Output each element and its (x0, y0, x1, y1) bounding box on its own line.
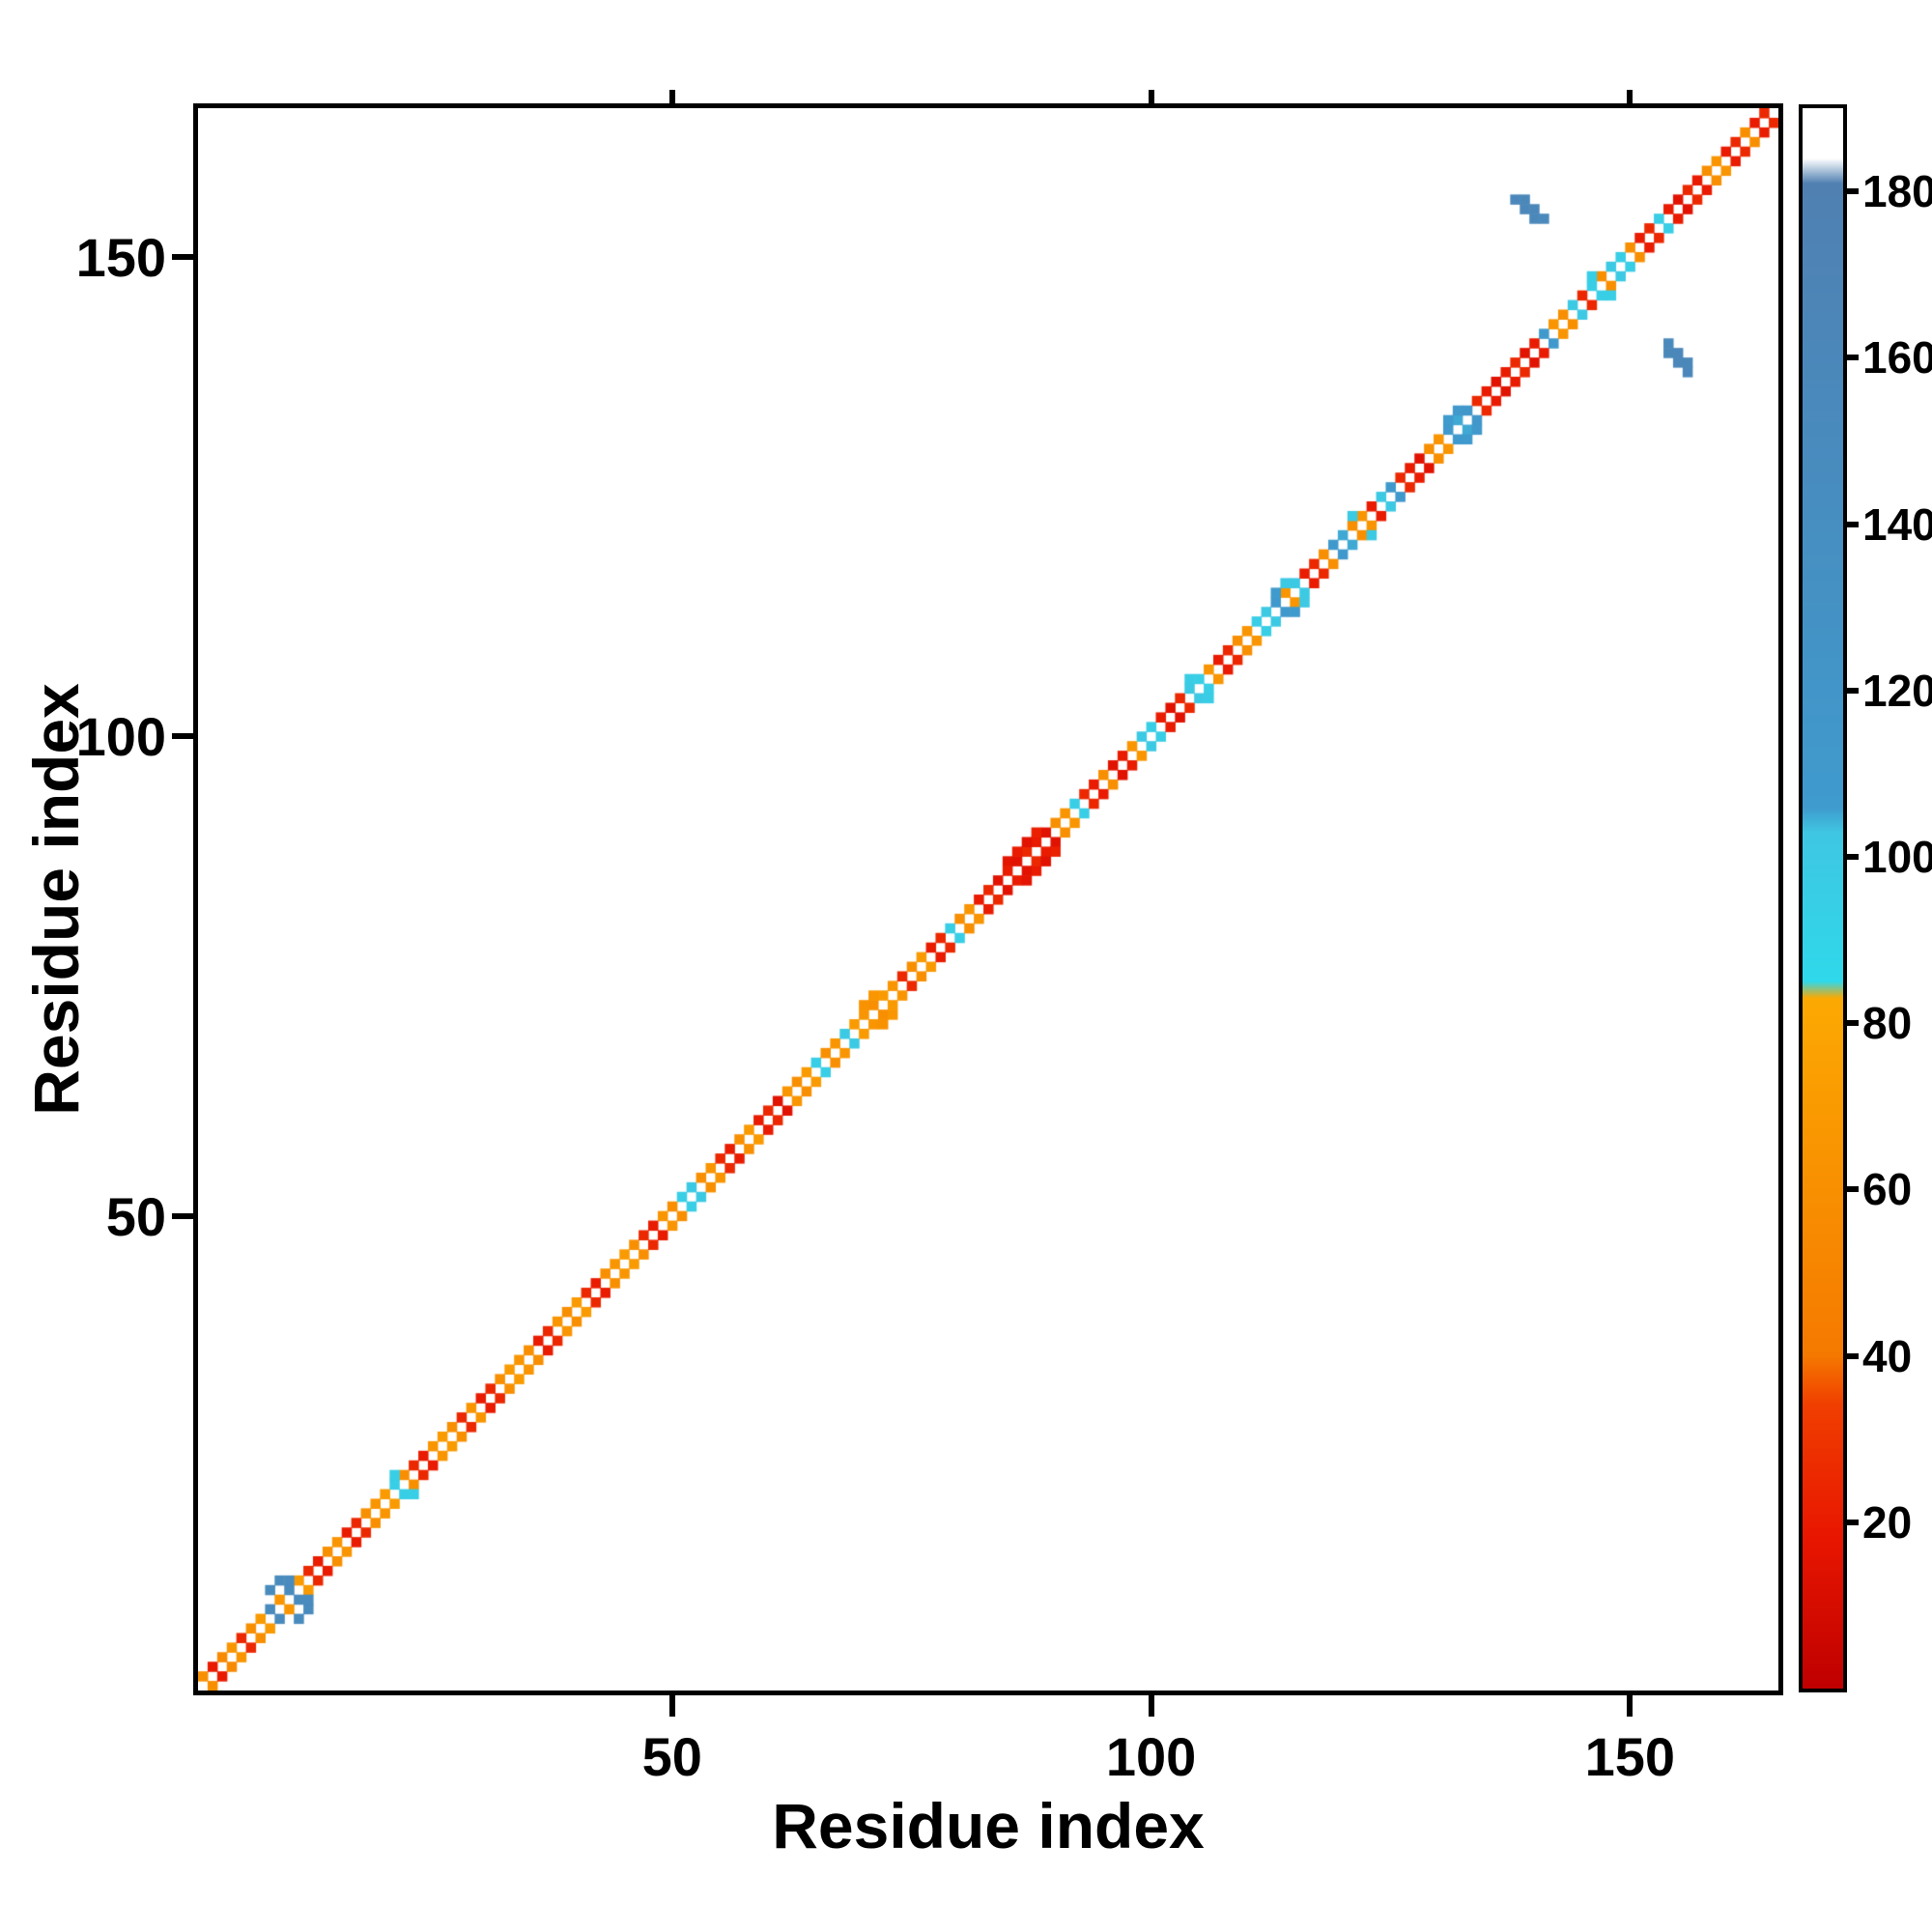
x-top-tick-mark (1148, 90, 1154, 103)
x-top-tick-mark (1627, 90, 1634, 103)
y-tick-mark (172, 1212, 193, 1219)
x-tick-label: 50 (641, 1726, 702, 1787)
colorbar-tick-mark (1843, 687, 1859, 694)
x-axis-title: Residue index (772, 1790, 1205, 1861)
colorbar-tick-mark (1843, 1519, 1859, 1525)
x-tick-mark (1627, 1695, 1634, 1717)
colorbar-tick-mark (1843, 355, 1859, 361)
colorbar-tick-label: 80 (1862, 998, 1913, 1049)
colorbar-tick-label: 60 (1862, 1164, 1913, 1215)
colorbar-tick-label: 180 (1862, 166, 1932, 217)
x-tick-mark (1148, 1695, 1154, 1717)
colorbar-tick-label: 40 (1862, 1330, 1913, 1381)
x-top-tick-mark (668, 90, 675, 103)
colorbar-tick-mark (1843, 853, 1859, 860)
y-tick-label: 50 (105, 1185, 166, 1247)
y-axis-title: Residue index (20, 683, 92, 1116)
y-tick-label: 150 (75, 226, 166, 288)
x-tick-label: 100 (1105, 1726, 1197, 1787)
plot-area (193, 103, 1783, 1695)
colorbar-tick-mark (1843, 1020, 1859, 1027)
colorbar-tick-label: 160 (1862, 332, 1932, 384)
colorbar-canvas (1803, 108, 1843, 1689)
colorbar (1799, 104, 1847, 1692)
colorbar-tick-mark (1843, 188, 1859, 195)
colorbar-tick-mark (1843, 1352, 1859, 1359)
colorbar-tick-mark (1843, 1186, 1859, 1193)
y-tick-label: 100 (75, 706, 166, 768)
x-tick-label: 150 (1584, 1726, 1676, 1787)
contact-map-canvas (198, 108, 1778, 1690)
x-tick-mark (668, 1695, 675, 1717)
y-tick-mark (172, 733, 193, 740)
colorbar-tick-label: 120 (1862, 665, 1932, 716)
colorbar-tick-label: 20 (1862, 1496, 1913, 1548)
colorbar-tick-label: 100 (1862, 831, 1932, 882)
y-tick-mark (172, 253, 193, 260)
colorbar-tick-label: 140 (1862, 498, 1932, 550)
colorbar-tick-mark (1843, 521, 1859, 527)
